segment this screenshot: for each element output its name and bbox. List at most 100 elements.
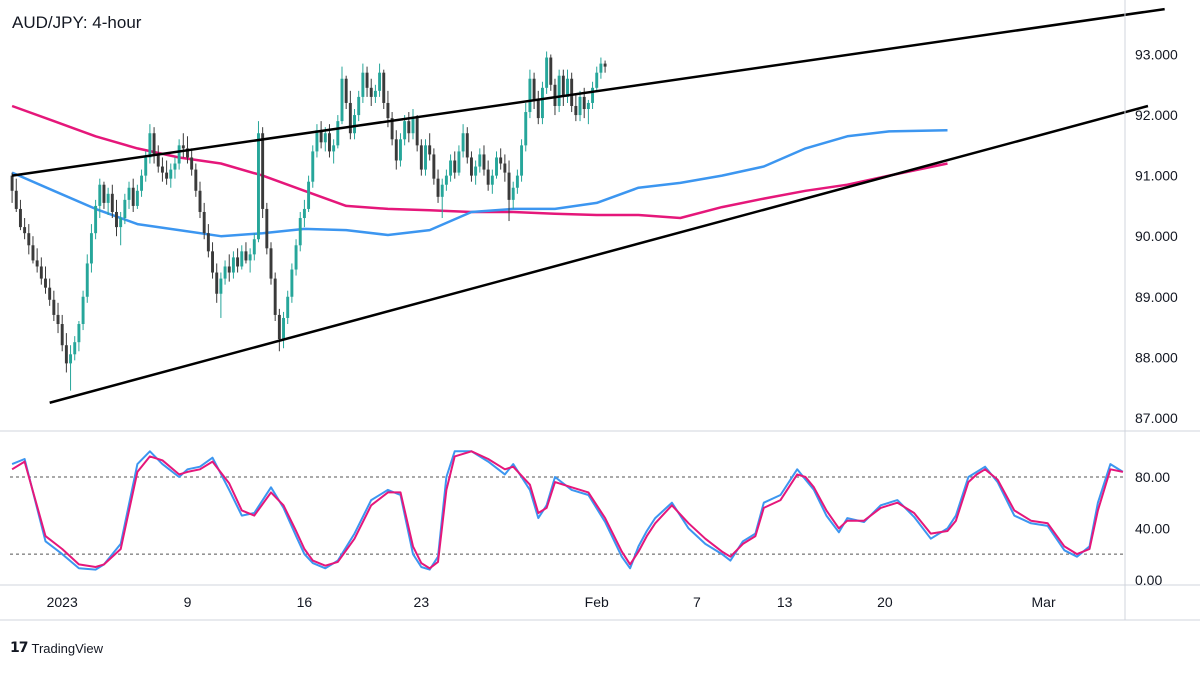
trendline (11, 7, 1165, 177)
candle-body (60, 324, 64, 346)
candle-body (474, 166, 478, 176)
candle-body (302, 208, 306, 219)
candle-body (198, 190, 202, 212)
candle-body (578, 96, 582, 116)
candle-body (382, 72, 386, 103)
candle-body (81, 296, 85, 325)
time-tick-label: 20 (877, 594, 893, 610)
candle-body (444, 175, 448, 185)
candle-body (532, 78, 536, 100)
candle-body (248, 254, 252, 261)
candle-body (252, 239, 256, 255)
price-tick-label: 87.000 (1135, 410, 1178, 426)
candle-body (465, 133, 469, 158)
candle-body (528, 78, 532, 113)
candle-body (336, 121, 340, 146)
candle-body (436, 178, 440, 197)
candle-body (39, 266, 43, 279)
candle-body (56, 314, 60, 325)
price-tick-label: 91.000 (1135, 168, 1178, 184)
candle-body (499, 157, 503, 164)
stochastic-k-line (11, 450, 1124, 571)
candle-body (194, 169, 198, 191)
candle-body (211, 251, 214, 273)
candle-body (169, 169, 173, 179)
candle-body (490, 175, 494, 185)
candle-body (328, 133, 331, 152)
price-tick-label: 92.000 (1135, 107, 1178, 123)
candle-body (357, 96, 361, 116)
candle-body (202, 211, 206, 234)
candle-body (394, 139, 398, 161)
candle-body (557, 75, 561, 106)
candle-body (386, 102, 390, 119)
candle-body (98, 184, 102, 206)
candle-body (277, 314, 281, 340)
candle-body (231, 257, 235, 273)
candle-body (181, 145, 185, 149)
stochastic-d-line (11, 450, 1124, 570)
candle-body (495, 157, 498, 176)
price-tick-label: 88.000 (1135, 349, 1178, 365)
candle-body (440, 184, 444, 197)
candle-body (307, 181, 311, 209)
candle-body (411, 118, 415, 134)
candle-body (240, 251, 244, 267)
candle-body (173, 163, 177, 170)
candle-body (591, 87, 595, 103)
candle-body (348, 102, 352, 134)
candle-body (449, 160, 453, 176)
axes: 93.000 92.000 91.000 90.000 89.000 88.000 87.0… (0, 0, 1200, 621)
candle-body (10, 175, 14, 191)
candle-body (570, 78, 574, 106)
candle-body (536, 99, 540, 119)
candle-body (365, 72, 369, 88)
candle-body (206, 233, 210, 252)
candle-body (344, 78, 348, 103)
candle-body (273, 278, 277, 315)
tradingview-logo-icon: 17 (10, 640, 29, 656)
candle-body (311, 151, 315, 182)
candle-body (461, 133, 465, 152)
candle-body (553, 84, 557, 106)
candle-body (44, 278, 47, 288)
candle-body (115, 211, 118, 228)
candle-body (177, 145, 181, 164)
candle-body (294, 245, 298, 270)
candle-body (236, 257, 240, 267)
candle-body (265, 208, 269, 249)
ma-fast-line (11, 128, 948, 238)
candle-body (549, 57, 553, 85)
time-tick-label: 2023 (47, 594, 78, 610)
candle-body (378, 72, 382, 91)
candle-body (123, 199, 127, 219)
price-tick-label: 89.000 (1135, 289, 1178, 305)
candle-body (340, 78, 344, 122)
candle-body (503, 163, 507, 173)
candle-body (257, 133, 260, 240)
tradingview-brand[interactable]: 17 TradingView (10, 640, 103, 656)
candle-body (319, 130, 323, 143)
candle-body (403, 121, 407, 140)
candle-body (219, 278, 223, 294)
candle-body (515, 175, 519, 188)
time-tick-label: 7 (693, 594, 701, 610)
candle-body (269, 248, 273, 279)
candle-body (415, 118, 419, 146)
candle-body (582, 96, 586, 110)
candle-body (85, 263, 89, 297)
candle-body (332, 145, 336, 152)
candle-body (73, 342, 77, 355)
candle-body (23, 227, 27, 234)
candle-body (152, 133, 156, 155)
candle-body (561, 75, 565, 97)
stochastic-pane (10, 450, 1125, 571)
candle-body (102, 184, 106, 203)
candle-body (94, 205, 98, 234)
candle-body (261, 133, 265, 209)
candle-body (286, 296, 290, 318)
candle-body (18, 208, 22, 228)
time-tick-label: 23 (414, 594, 430, 610)
time-tick-label: 16 (297, 594, 313, 610)
